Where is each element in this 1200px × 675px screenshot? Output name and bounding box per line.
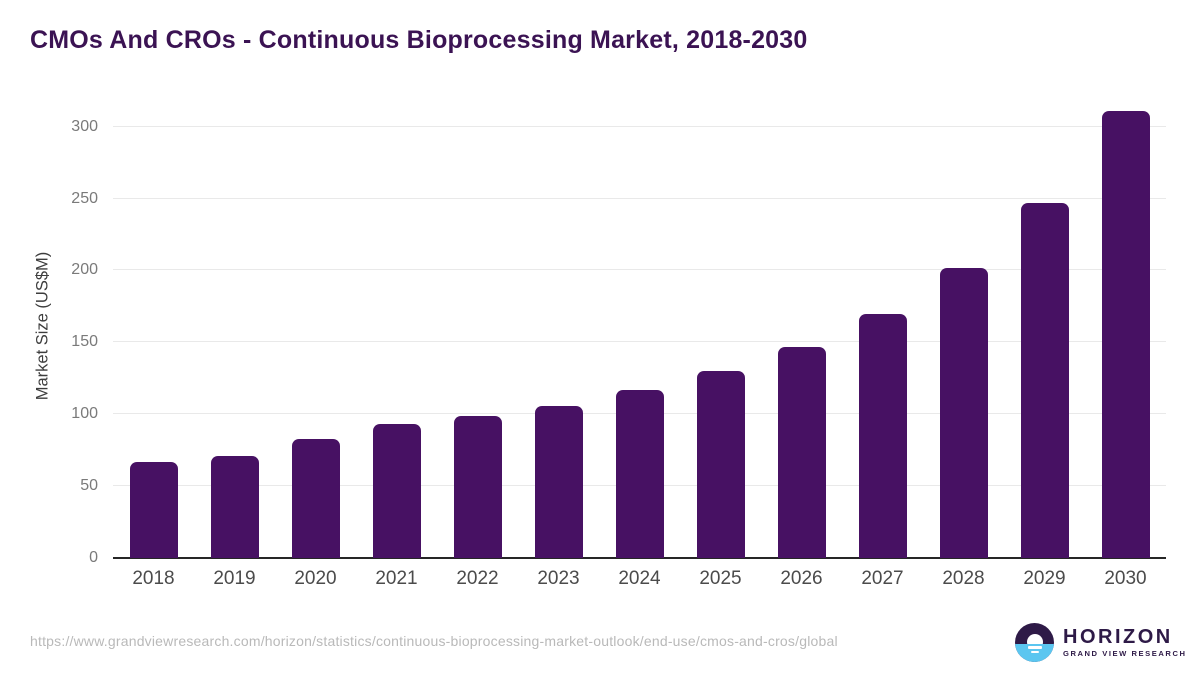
bar-2018 <box>129 461 178 558</box>
x-tick-label-2027: 2027 <box>861 568 904 589</box>
bar-2029 <box>1020 202 1069 558</box>
bar-2026 <box>777 346 826 558</box>
x-axis-labels: 2018 2019 2020 2021 2022 2023 2024 2025 2026 2027… <box>113 568 1166 594</box>
source-url: https://www.grandviewresearch.com/horizo… <box>30 633 838 649</box>
bar-2021 <box>372 424 421 558</box>
gridline-150 <box>113 341 1166 343</box>
x-tick-label-2021: 2021 <box>375 568 418 589</box>
reflection-line-icon <box>1027 646 1042 649</box>
x-axis-line <box>113 557 1166 559</box>
chart-title: CMOs And CROs - Continuous Bioprocessing… <box>30 26 808 54</box>
y-tick-label-150: 150 <box>71 333 98 351</box>
x-tick-label-2024: 2024 <box>618 568 661 589</box>
bar-2020 <box>291 438 340 558</box>
gridline-250 <box>113 197 1166 199</box>
gridline-200 <box>113 269 1166 271</box>
bar-2030 <box>1101 110 1150 558</box>
plot-area <box>113 95 1166 559</box>
bar-2023 <box>534 405 583 558</box>
y-tick-label-50: 50 <box>80 477 98 495</box>
x-tick-label-2028: 2028 <box>942 568 985 589</box>
bar-2027 <box>858 313 907 558</box>
x-tick-label-2022: 2022 <box>456 568 499 589</box>
logo-text: HORIZON GRAND VIEW RESEARCH <box>1063 627 1187 658</box>
x-tick-label-2018: 2018 <box>132 568 175 589</box>
horizon-logo-icon <box>1015 623 1054 662</box>
y-tick-label-0: 0 <box>89 549 98 566</box>
bar-2028 <box>939 267 988 558</box>
y-tick-label-300: 300 <box>71 117 98 135</box>
water-icon <box>1015 644 1054 662</box>
x-tick-label-2029: 2029 <box>1023 568 1066 589</box>
x-tick-label-2025: 2025 <box>699 568 742 589</box>
x-tick-label-2026: 2026 <box>780 568 823 589</box>
x-tick-label-2030: 2030 <box>1104 568 1147 589</box>
bar-2022 <box>453 415 502 558</box>
logo-subtitle: GRAND VIEW RESEARCH <box>1063 649 1187 659</box>
y-tick-label-250: 250 <box>71 189 98 207</box>
y-axis-ticks: 0 50 100 150 200 250 300 <box>0 95 98 566</box>
horizon-logo: HORIZON GRAND VIEW RESEARCH <box>1015 623 1187 662</box>
bar-2025 <box>696 371 745 558</box>
y-tick-label-100: 100 <box>71 405 98 423</box>
y-tick-label-200: 200 <box>71 261 98 279</box>
x-tick-label-2023: 2023 <box>537 568 580 589</box>
bar-2024 <box>615 389 664 558</box>
x-tick-label-2019: 2019 <box>213 568 256 589</box>
gridline-300 <box>113 125 1166 127</box>
reflection-line-icon <box>1030 651 1039 653</box>
logo-name: HORIZON <box>1063 626 1173 649</box>
bar-2019 <box>210 455 259 558</box>
x-tick-label-2020: 2020 <box>294 568 337 589</box>
